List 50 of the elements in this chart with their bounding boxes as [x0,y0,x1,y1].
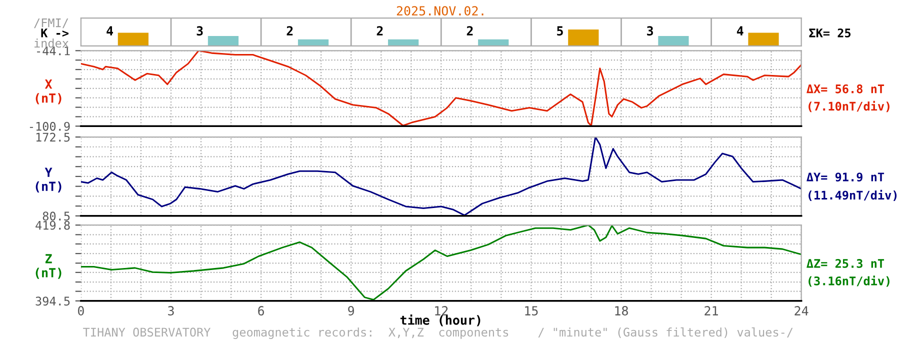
line-series [80,225,802,300]
y-tick-label: -44.1 [37,46,70,56]
text: ΣK= 25 [809,28,851,38]
bar [118,32,148,46]
data-label: 4 [106,26,113,36]
text: (11.49nT/div) [808,190,897,201]
y-tick-label: 172.5 [36,132,70,142]
data-label: 2 [286,26,293,36]
y-tick-label: -100.9 [30,122,70,131]
y-tick-label: 394.5 [36,296,70,306]
y-axis-title: X (nT) [36,80,62,104]
bar [568,30,599,46]
text: index [34,38,69,48]
x-axis-title: time (hour) [400,314,480,326]
text: ΔX= 56.8 nT [806,84,884,94]
bar [298,39,329,46]
bar [658,36,689,46]
bar [388,39,419,46]
x-tick-label: 12 [435,306,448,316]
data-label: 2 [466,26,473,36]
data-label: 2 [376,26,383,36]
text: /FMI/ [34,18,68,28]
text: ΔY= 91.9 nT [806,172,884,182]
data-label: 3 [196,26,203,36]
bar [208,36,239,46]
x-tick-label: 6 [258,306,264,316]
x-tick-label: 9 [348,306,354,316]
y-axis-title: Z (nT) [36,254,62,279]
x-tick-label: 15 [525,306,538,316]
text: ΔZ= 25.3 nT [806,259,884,268]
data-label: 5 [557,26,563,36]
y-axis-title: Y (nT) [36,168,62,192]
chart-title: 2025.NOV.02. [396,6,484,16]
bar [478,39,509,46]
text: (3.16nT/div) [808,276,890,287]
data-label: 4 [736,26,744,36]
x-tick-label: 18 [615,306,628,316]
x-tick-label: 21 [704,306,718,316]
line-series [80,137,802,216]
text: K -> [41,28,68,38]
y-tick-label: 419.8 [36,220,70,230]
text: TIHANY OBSERVATORY geomagnetic records: X,Y,Z components / "minute" (Gauss filtered) values-/ [83,327,793,339]
x-tick-label: 3 [168,306,174,316]
line-series [80,50,802,126]
y-tick-label: 80.5 [42,212,70,221]
x-tick-label: 0 [78,306,84,316]
x-tick-label: 24 [794,306,808,316]
bar [748,32,779,46]
data-label: 3 [647,26,653,36]
text: (7.10nT/div) [808,100,890,112]
